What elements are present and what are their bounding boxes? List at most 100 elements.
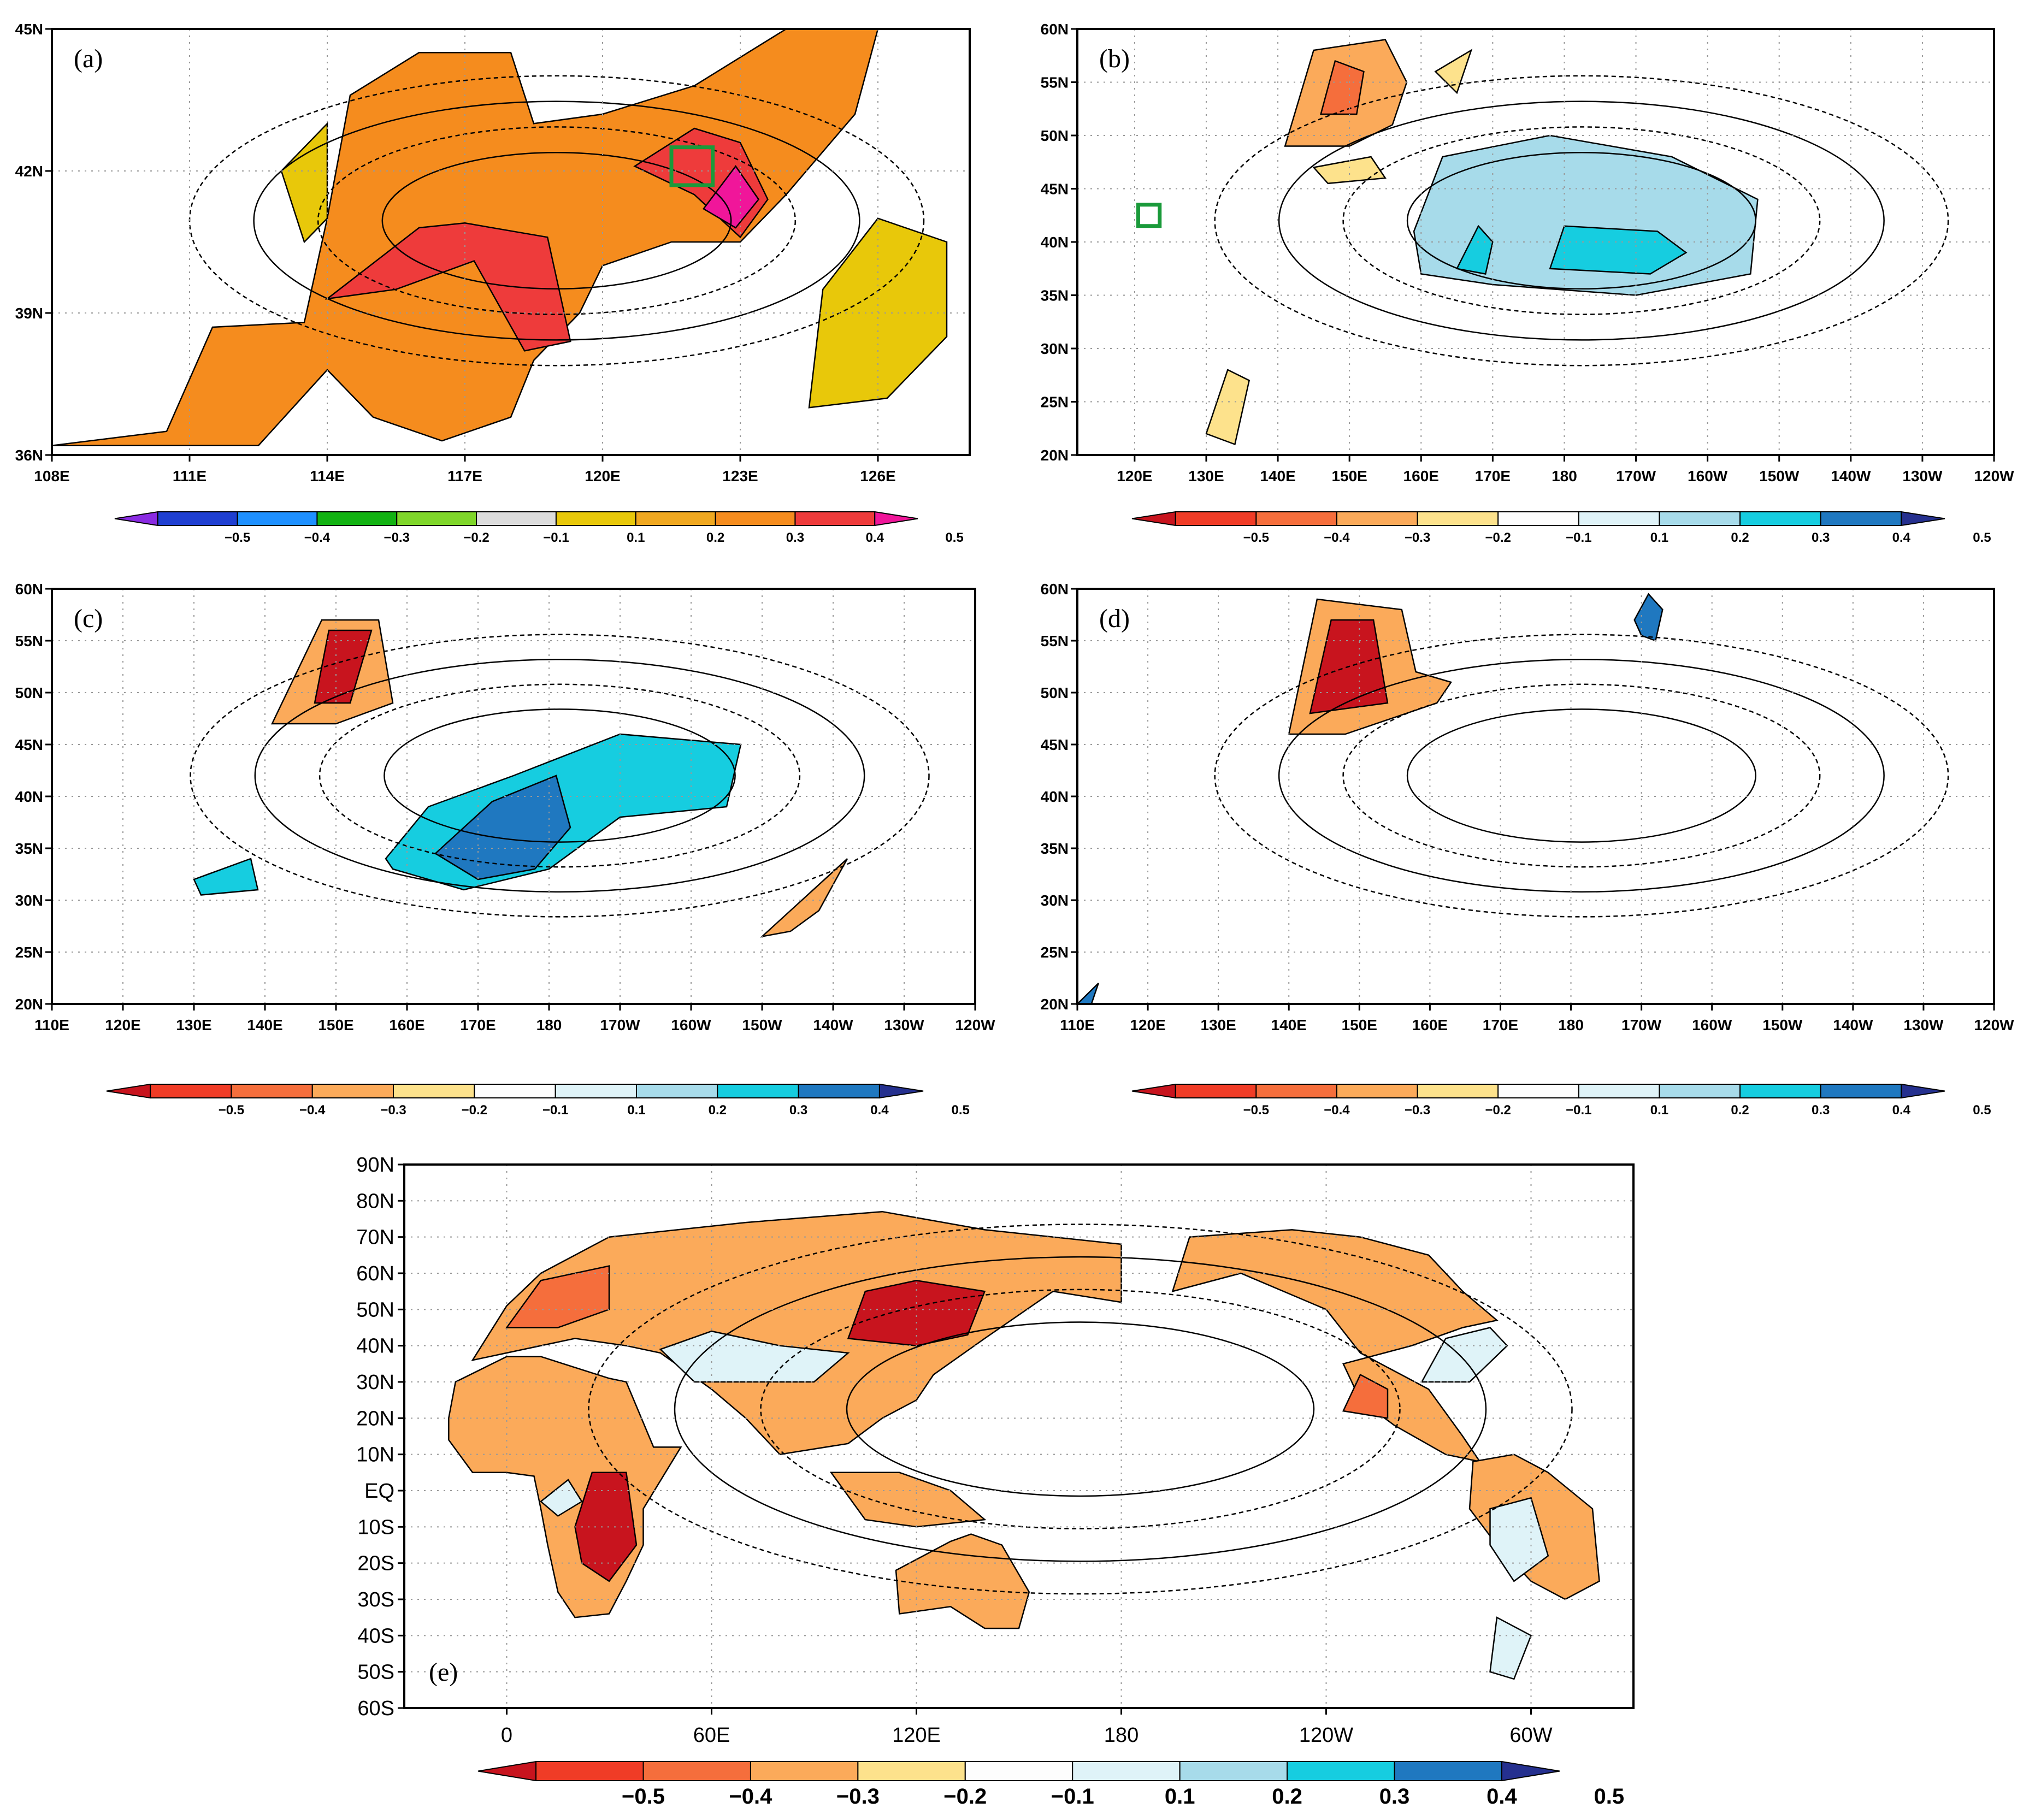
y-tick-label: 25N xyxy=(1041,944,1069,961)
colorbar-swatch xyxy=(1739,511,1821,526)
x-tick-label: 170W xyxy=(600,1017,640,1033)
x-tick-label: 120W xyxy=(955,1017,995,1033)
x-tick-label: 126E xyxy=(860,468,895,484)
colorbar-swatch xyxy=(555,1084,637,1098)
shaded-region-3 xyxy=(1549,225,1688,275)
y-tick-label: 35N xyxy=(15,840,43,857)
contour-line-1 xyxy=(384,708,736,843)
shaded-region-1 xyxy=(471,1210,1122,1456)
y-tick-label: 30N xyxy=(1041,340,1069,357)
colorbar-swatch xyxy=(642,1761,751,1781)
colorbar-label: −0.5 xyxy=(225,530,250,545)
x-tick-label: 170W xyxy=(1616,468,1656,484)
panel-label: (b) xyxy=(1099,44,1130,73)
shaded-region-4 xyxy=(659,1330,850,1383)
y-tick-label: 40N xyxy=(1041,788,1069,805)
x-tick-label: 114E xyxy=(310,468,345,484)
colorbar-label: 0.3 xyxy=(786,530,804,545)
shaded-region-2 xyxy=(505,1265,610,1328)
y-tick-label: 50N xyxy=(1041,127,1069,144)
shaded-region-10 xyxy=(1171,1229,1499,1463)
colorbar-label: −0.1 xyxy=(543,530,569,545)
colorbar-label: 0.2 xyxy=(1731,530,1749,545)
x-tick-label: 120E xyxy=(1130,1017,1165,1033)
y-tick-label: 36N xyxy=(15,447,43,464)
colorbar-label: 0.5 xyxy=(945,530,963,545)
y-tick-label: 60N xyxy=(1041,581,1069,598)
colorbar-label: −0.3 xyxy=(384,530,410,545)
colorbar-swatch xyxy=(1255,511,1337,526)
x-tick-label: 120E xyxy=(892,1724,941,1747)
colorbar-swatch xyxy=(1578,511,1660,526)
contour-line-3 xyxy=(1278,101,1885,341)
colorbar-label: 0.5 xyxy=(1973,530,1991,545)
colorbar-swatch xyxy=(717,1084,799,1098)
colorbar-label: 0.5 xyxy=(1973,1103,1991,1118)
contour-line-2 xyxy=(318,683,801,868)
colorbar-end-left xyxy=(1131,1083,1176,1099)
colorbar-label: 0.3 xyxy=(789,1103,807,1118)
colorbars: −0.5 −0.4 −0.3 −0.2 −0.1 0.1 0.2 0.3 0.4 0.5 −0.5 −… xyxy=(106,511,1991,1809)
colorbar-label: 0.4 xyxy=(1892,1103,1911,1118)
colorbar-label: −0.4 xyxy=(1324,1103,1350,1118)
x-tick-label: 130E xyxy=(1200,1017,1236,1033)
x-tick-label: 180 xyxy=(1104,1724,1139,1747)
colorbar-swatch xyxy=(798,1084,880,1098)
colorbar-label: −0.5 xyxy=(1243,1103,1269,1118)
contour-line-2 xyxy=(1342,683,1821,868)
x-tick-label: 150W xyxy=(1762,1017,1803,1033)
colorbar-swatch xyxy=(1497,511,1579,526)
y-tick-label: 60N xyxy=(356,1262,394,1285)
colorbar-label: 0.4 xyxy=(1487,1784,1517,1809)
colorbar-swatch xyxy=(1659,1084,1741,1098)
colorbar-swatch xyxy=(1175,511,1257,526)
shaded-region-3 xyxy=(434,775,571,881)
colorbar-swatch xyxy=(1287,1761,1395,1781)
colorbar-label: 0.2 xyxy=(709,1103,727,1118)
y-tick-label: 30N xyxy=(1041,892,1069,909)
x-tick-label: 0 xyxy=(501,1724,512,1747)
x-tick-label: 117E xyxy=(447,468,482,484)
contour-line-4 xyxy=(588,1224,1573,1595)
colorbar-swatch xyxy=(1175,1084,1257,1098)
x-tick-label: 123E xyxy=(722,468,758,484)
x-tick-label: 160W xyxy=(671,1017,711,1033)
colorbar-swatch xyxy=(1336,511,1418,526)
x-tick-label: 120W xyxy=(1299,1724,1353,1747)
colorbar-label: −0.3 xyxy=(1405,530,1430,545)
contour-line-1 xyxy=(846,1321,1315,1497)
x-tick-label: 120E xyxy=(1117,468,1152,484)
y-tick-label: 20N xyxy=(356,1407,394,1430)
y-tick-label: 30N xyxy=(15,892,43,909)
colorbar-label: −0.2 xyxy=(943,1784,987,1809)
colorbar-swatch xyxy=(750,1761,859,1781)
colorbar-label: 0.1 xyxy=(627,1103,645,1118)
x-tick-label: 160W xyxy=(1688,468,1728,484)
colorbar-end-left xyxy=(477,1760,537,1782)
shaded-region-2 xyxy=(280,122,328,244)
x-tick-label: 180 xyxy=(536,1017,562,1033)
colorbar-end-right xyxy=(878,1083,924,1099)
y-tick-label: 45N xyxy=(15,736,43,753)
x-tick-label: 130E xyxy=(1188,468,1224,484)
colorbar-label: 0.1 xyxy=(1165,1784,1195,1809)
x-tick-label: 180 xyxy=(1552,468,1577,484)
y-tick-label: 20S xyxy=(357,1552,394,1575)
x-tick-label: 130W xyxy=(884,1017,924,1033)
colorbar-label: 0.2 xyxy=(1731,1103,1749,1118)
y-tick-label: 60S xyxy=(357,1697,394,1720)
y-tick-label: 20N xyxy=(1041,447,1069,464)
x-tick-label: 120W xyxy=(1974,468,2014,484)
shaded-region-15 xyxy=(1489,1616,1532,1680)
colorbar-label: 0.4 xyxy=(870,1103,889,1118)
colorbar-swatch xyxy=(157,511,238,526)
y-tick-label: 40N xyxy=(15,788,43,805)
y-tick-label: 45N xyxy=(1041,181,1069,198)
colorbar-swatch xyxy=(150,1084,232,1098)
shaded-region-2 xyxy=(193,858,259,896)
colorbar-swatch xyxy=(1820,1084,1902,1098)
colorbar-swatch xyxy=(1179,1761,1288,1781)
x-tick-label: 140W xyxy=(1833,1017,1873,1033)
colorbar-label: −0.1 xyxy=(542,1103,568,1118)
colorbar-swatch xyxy=(1578,1084,1660,1098)
